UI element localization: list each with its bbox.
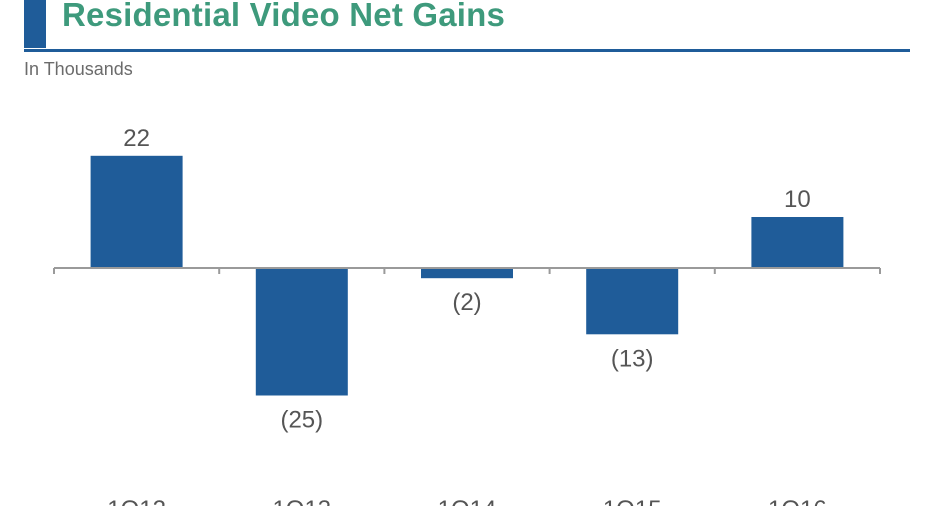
data-label: 10: [784, 186, 811, 213]
bar: [421, 268, 513, 279]
data-label: (2): [452, 289, 481, 316]
x-tick-label: 1Q13: [272, 496, 331, 506]
bar: [586, 268, 679, 335]
data-label: (25): [280, 407, 323, 434]
x-tick-label: 1Q16: [768, 496, 827, 506]
bar: [90, 155, 183, 268]
x-tick-label: 1Q15: [603, 496, 662, 506]
data-label: (13): [611, 345, 654, 372]
bar: [255, 268, 348, 396]
title-divider: [24, 49, 910, 52]
x-tick-label: 1Q14: [438, 496, 497, 506]
x-tick-label: 1Q12: [107, 496, 166, 506]
title-accent-bar: [24, 0, 46, 48]
chart-subtitle: In Thousands: [24, 59, 133, 79]
data-label: 22: [123, 125, 150, 152]
page-title: Residential Video Net Gains: [62, 0, 506, 33]
bar: [751, 217, 844, 268]
